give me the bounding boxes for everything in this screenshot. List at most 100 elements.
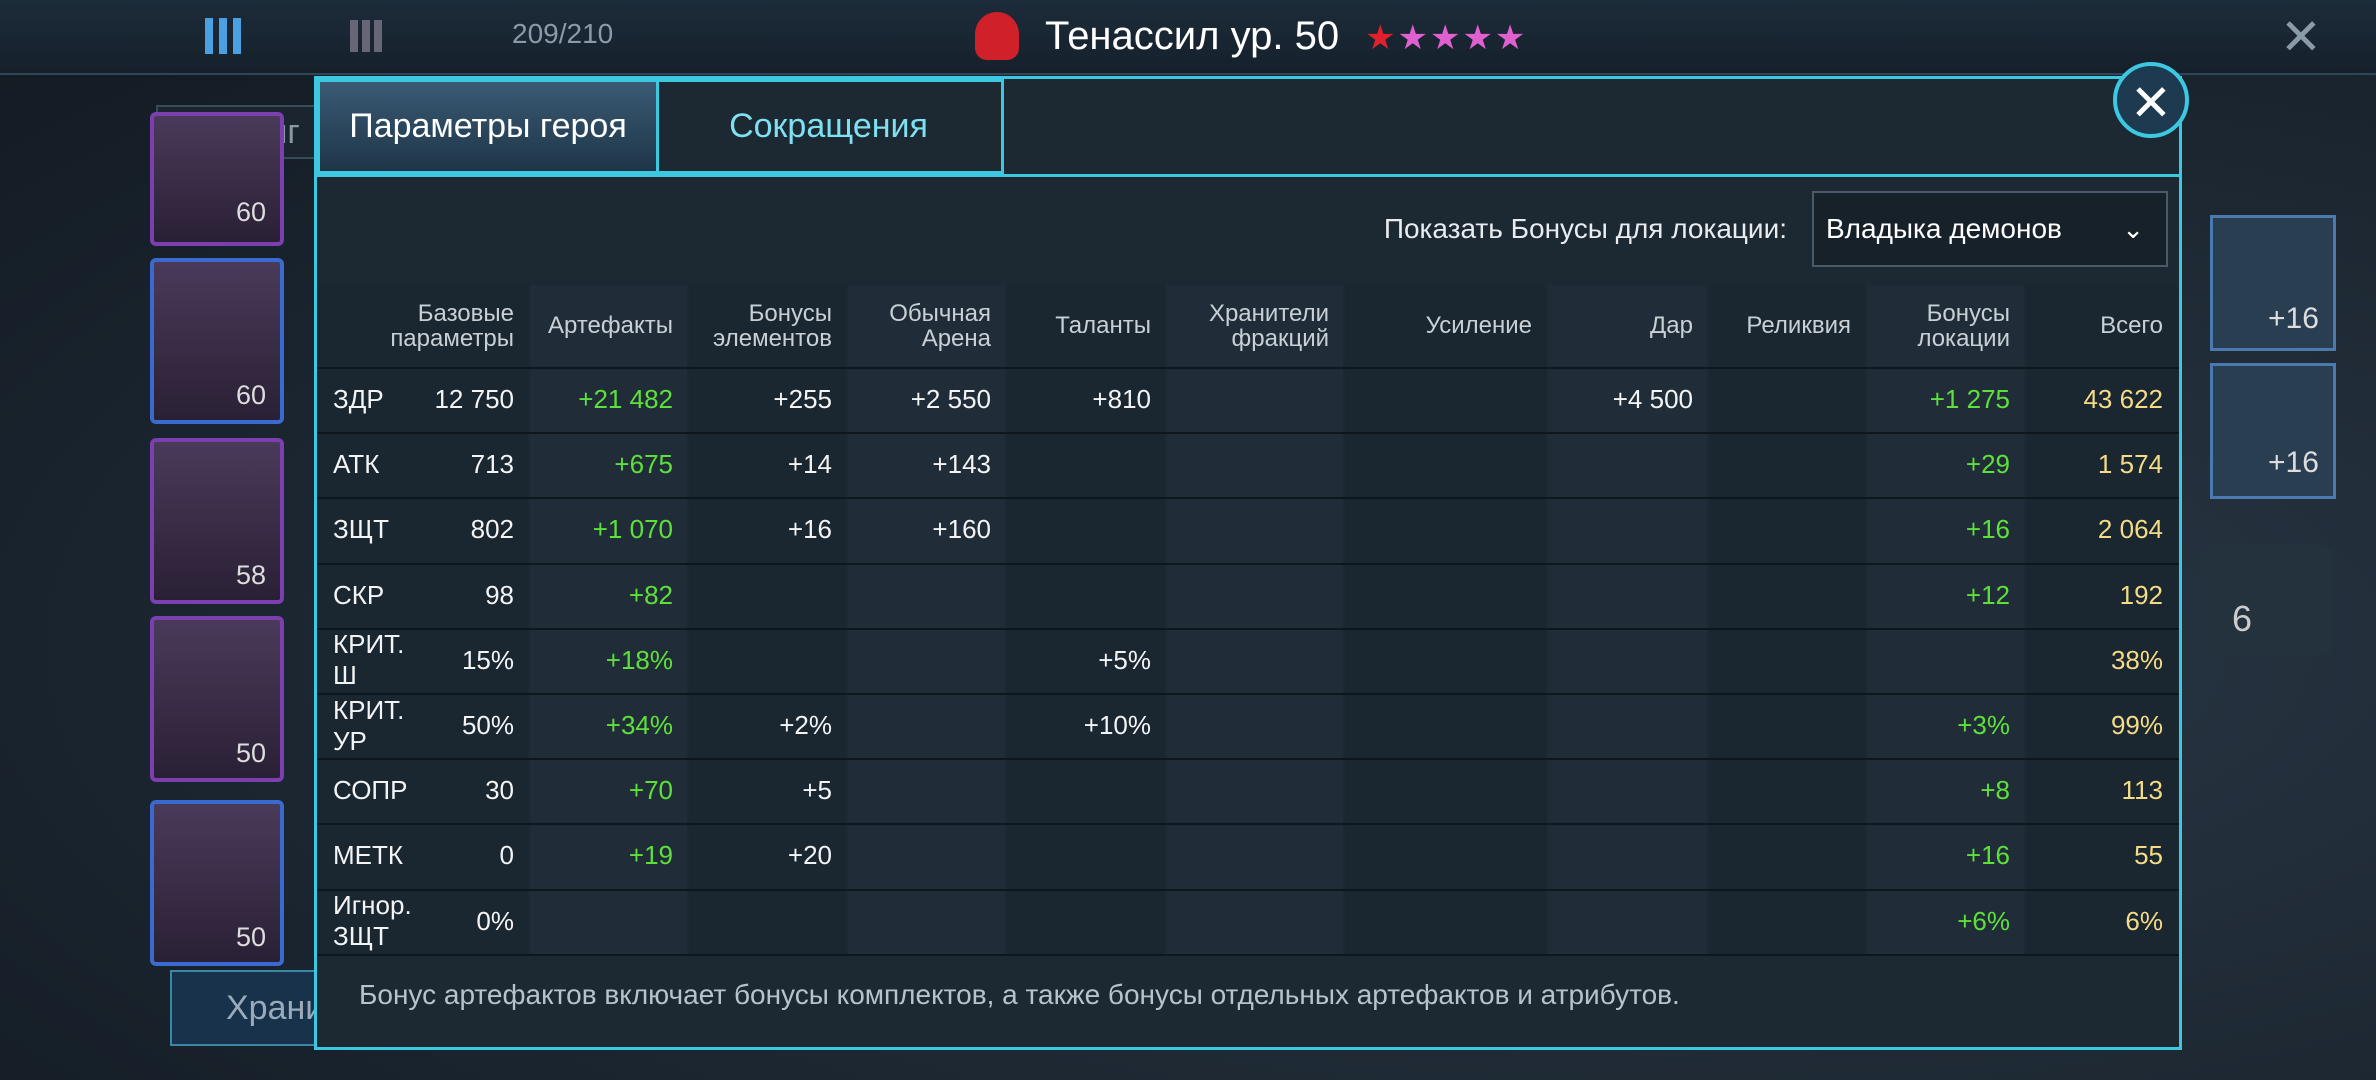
- column-header: Дар: [1650, 312, 1693, 340]
- tab-divider: [317, 174, 2179, 177]
- stat-value: +4 500: [1612, 384, 1693, 415]
- stat-value: +810: [1092, 384, 1151, 415]
- row-divider: [317, 367, 2179, 369]
- location-label: Показать Бонусы для локации:: [1383, 213, 1787, 244]
- stat-value: +160: [932, 514, 991, 545]
- stat-value: +16: [1965, 840, 2010, 871]
- stat-name: ЗДР: [333, 384, 384, 415]
- stat-value: +8: [1980, 775, 2010, 806]
- column-header: Базовые параметры: [390, 299, 514, 352]
- stat-name: АТК: [333, 449, 380, 480]
- table-column: [848, 285, 1005, 954]
- stat-value: 43 622: [2083, 384, 2163, 415]
- stat-value: +20: [787, 840, 832, 871]
- row-divider: [317, 432, 2179, 435]
- hero-level: 60: [236, 197, 267, 227]
- stat-value: 38%: [2110, 644, 2163, 675]
- menu-icon[interactable]: [205, 18, 241, 54]
- table-column: [317, 285, 528, 954]
- close-button[interactable]: ✕: [2113, 62, 2189, 138]
- artifact-level: +16: [2268, 446, 2319, 479]
- stat-value: +5%: [1098, 644, 1151, 675]
- column-header: Усиление: [1425, 312, 1532, 340]
- stat-name: СОПР: [333, 775, 408, 806]
- stat-value: 2 064: [2097, 514, 2163, 545]
- row-divider: [317, 823, 2179, 826]
- close-icon[interactable]: ✕: [2280, 9, 2322, 65]
- footnote: Бонус артефактов включает бонусы комплек…: [359, 979, 1680, 1010]
- grid-icon[interactable]: [350, 20, 382, 52]
- tab-active[interactable]: Параметры героя: [317, 79, 659, 174]
- locked-count: 6: [2232, 598, 2253, 639]
- dropdown-arrow: ⌄: [2122, 214, 2144, 244]
- stat-name: Игнор. ЗЩТ: [333, 890, 412, 952]
- column-header: Хранители фракций: [1208, 299, 1329, 352]
- stat-value: 1 574: [2097, 449, 2163, 480]
- stat-value: +255: [773, 384, 832, 415]
- table-column: [1709, 285, 1865, 954]
- stat-value: +143: [932, 449, 991, 480]
- skull-icon: [975, 12, 1019, 60]
- stats-modal: Параметры героя Сокращения Показать Бону…: [314, 76, 2182, 1050]
- stat-value: 99%: [2110, 710, 2163, 741]
- stat-value: 30: [485, 775, 514, 806]
- table-column: [2026, 285, 2177, 954]
- artifact-card: [2210, 215, 2336, 351]
- row-divider: [317, 888, 2179, 891]
- stat-value: +70: [628, 775, 673, 806]
- stat-value: +16: [1965, 514, 2010, 545]
- hero-card: [150, 800, 284, 966]
- stat-name: СКР: [333, 579, 385, 610]
- hero-card: [150, 438, 284, 604]
- stat-name: МЕТК: [333, 840, 404, 871]
- table-column: [1867, 285, 2024, 954]
- stat-value: 98: [485, 579, 514, 610]
- location-dropdown[interactable]: Владыка демонов ⌄: [1812, 191, 2168, 267]
- stat-value: +34%: [605, 710, 673, 741]
- column-header: Реликвия: [1746, 312, 1851, 340]
- dropdown-value: Владыка демонов: [1826, 213, 2062, 244]
- hero-level: 50: [236, 922, 267, 952]
- hero-card: [150, 616, 284, 782]
- hero-title: Тенассил ур. 50: [1045, 14, 1340, 58]
- table-column: [1345, 285, 1546, 954]
- stat-value: +19: [628, 840, 673, 871]
- stat-value: +3%: [1957, 710, 2010, 741]
- artifact-card: [2210, 363, 2336, 499]
- storage-button[interactable]: Храни: [170, 970, 320, 1046]
- locked-slot: [2202, 545, 2332, 655]
- column-header: Обычная Арена: [889, 299, 991, 352]
- rank-stars: ★★★★★: [1365, 19, 1528, 57]
- stat-value: 12 750: [434, 384, 514, 415]
- column-header: Всего: [2100, 312, 2163, 340]
- stat-value: 0: [499, 840, 514, 871]
- stat-value: 6%: [2125, 905, 2163, 936]
- column-header: Бонусы локации: [1917, 299, 2010, 352]
- column-header: Таланты: [1055, 312, 1151, 340]
- stat-name: ЗЩТ: [333, 514, 389, 545]
- column-header: Артефакты: [547, 312, 673, 340]
- stat-value: 55: [2134, 840, 2163, 871]
- row-divider: [317, 497, 2179, 500]
- stat-value: 113: [2121, 775, 2163, 806]
- tab[interactable]: Сокращения: [656, 79, 1004, 174]
- stat-value: +675: [614, 449, 673, 480]
- stat-value: +5: [802, 775, 832, 806]
- stat-value: 192: [2119, 579, 2163, 610]
- stat-name: КРИТ. Ш: [333, 629, 405, 691]
- stat-value: +12: [1965, 579, 2010, 610]
- stat-value: +1 275: [1929, 384, 2010, 415]
- stat-value: +2 550: [910, 384, 991, 415]
- table-column: [530, 285, 687, 954]
- stat-value: 50%: [461, 710, 514, 741]
- stat-name: КРИТ. УР: [333, 694, 405, 756]
- stat-value: 15%: [461, 644, 514, 675]
- stat-value: +82: [628, 579, 673, 610]
- artifact-level: +16: [2268, 302, 2319, 335]
- stat-value: 0%: [476, 905, 514, 936]
- table-column: [689, 285, 846, 954]
- table-column: [1007, 285, 1165, 954]
- row-divider: [317, 627, 2179, 630]
- row-divider: [317, 562, 2179, 565]
